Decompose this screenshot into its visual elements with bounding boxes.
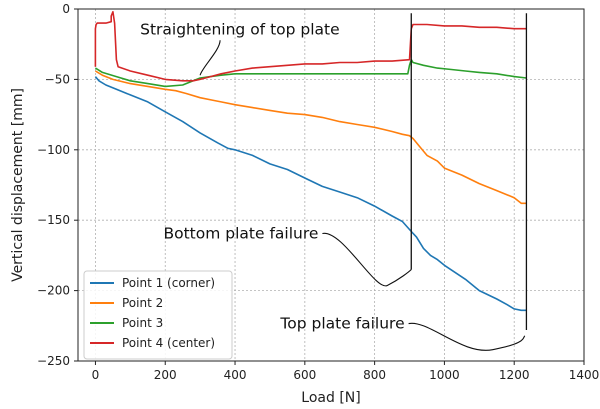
x-tick-label: 600 <box>293 368 316 382</box>
annotation-label: Straightening of top plate <box>140 20 340 38</box>
x-tick-label: 200 <box>154 368 177 382</box>
series-line-4 <box>94 11 527 82</box>
x-tick-label: 400 <box>224 368 247 382</box>
legend: Point 1 (corner) Point 2 Point 3 Point 4 (c… <box>83 270 233 360</box>
series-lines <box>94 11 527 312</box>
x-tick-label: 1200 <box>499 368 530 382</box>
annotation-connector <box>322 232 412 287</box>
y-tick-label: −150 <box>37 213 70 227</box>
annotation-connector <box>408 322 526 351</box>
y-tick-label: −200 <box>37 284 70 298</box>
x-tick-label: 800 <box>363 368 386 382</box>
plot-frame <box>77 8 585 362</box>
legend-label: Point 1 (corner) <box>122 276 215 290</box>
x-axis-label: Load [N] <box>301 390 360 406</box>
axes <box>77 8 585 362</box>
series-line-3 <box>94 58 527 88</box>
x-tick-label: 0 <box>92 368 100 382</box>
y-axis-label: Vertical displacement [mm] <box>10 88 26 282</box>
vertical-markers <box>410 13 528 331</box>
annotation-connector <box>199 40 221 76</box>
y-tick-label: 0 <box>62 2 70 16</box>
legend-label: Point 3 <box>122 316 163 330</box>
annotation-label: Bottom plate failure <box>163 225 318 243</box>
legend-label: Point 4 (center) <box>122 336 215 350</box>
series-line-1 <box>94 76 527 312</box>
tick-labels: 0 200 400 600 800 1000 1200 1400 0 −50 −100 −150 −20… <box>37 2 599 382</box>
legend-box <box>83 270 233 360</box>
annotations: Straightening of top plate Bottom plate f… <box>140 20 526 351</box>
x-tick-label: 1400 <box>569 368 600 382</box>
series-line-2 <box>94 70 527 205</box>
y-tick-label: −50 <box>45 72 70 86</box>
x-tick-label: 1000 <box>429 368 460 382</box>
y-tick-label: −250 <box>37 354 70 368</box>
annotation-label: Top plate failure <box>279 315 404 333</box>
legend-label: Point 2 <box>122 296 163 310</box>
y-tick-label: −100 <box>37 143 70 157</box>
